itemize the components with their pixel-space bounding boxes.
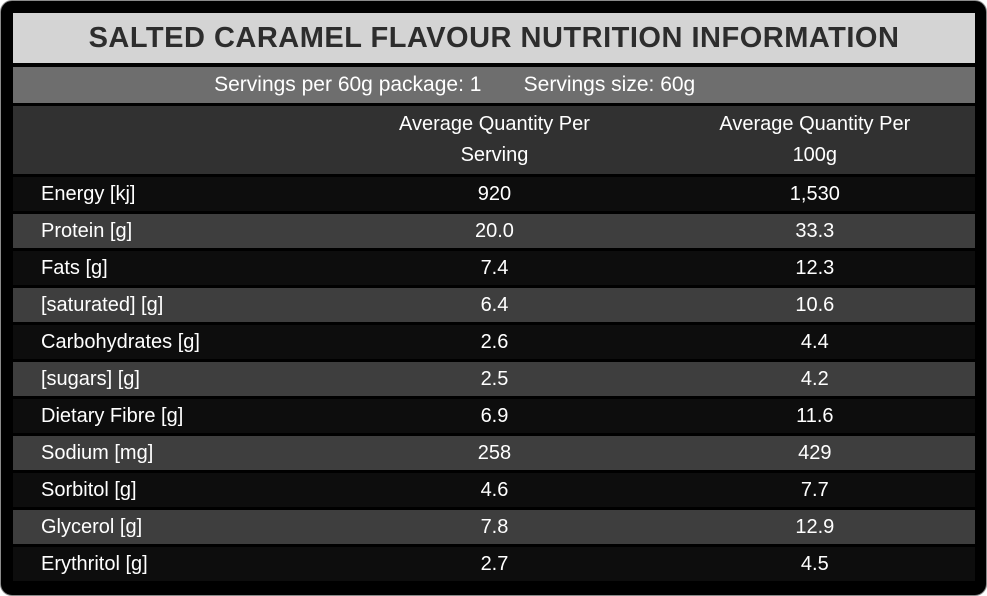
servings-per-package: Servings per 60g package: 1 (214, 73, 482, 96)
row-label: Sorbitol [g] (41, 478, 137, 501)
row-per-serving: 2.7 (480, 552, 509, 575)
header-per-100g-line2: 100g (792, 144, 838, 166)
row-per-100g: 429 (798, 441, 832, 464)
row-label: Dietary Fibre [g] (41, 404, 184, 427)
table-row: Carbohydrates [g] 2.6 4.4 (13, 325, 975, 359)
row-label: Glycerol [g] (41, 515, 143, 538)
header-per-serving: Average Quantity Per Serving (334, 106, 654, 174)
table-row: Energy [kj] 920 1,530 (13, 177, 975, 211)
row-per-serving: 20.0 (475, 219, 514, 242)
nutrition-panel-content: SALTED CARAMEL FLAVOUR NUTRITION INFORMA… (13, 13, 975, 584)
table-row: Dietary Fibre [g] 6.9 11.6 (13, 399, 975, 433)
table-row: Sodium [mg] 258 429 (13, 436, 975, 470)
row-per-100g: 4.4 (800, 330, 829, 353)
row-per-100g: 4.5 (800, 552, 829, 575)
row-per-100g: 33.3 (795, 219, 835, 242)
panel-title-band: SALTED CARAMEL FLAVOUR NUTRITION INFORMA… (13, 13, 975, 63)
table-row: Protein [g] 20.0 33.3 (13, 214, 975, 248)
row-label: [saturated] [g] (41, 293, 164, 316)
header-per-100g: Average Quantity Per 100g (655, 106, 975, 174)
row-per-serving: 2.5 (480, 367, 509, 390)
row-per-serving: 4.6 (480, 478, 509, 501)
table-row: [sugars] [g] 2.5 4.2 (13, 362, 975, 396)
row-label: Erythritol [g] (41, 552, 148, 575)
header-per-100g-line1: Average Quantity Per (719, 113, 911, 135)
row-per-serving: 6.4 (480, 293, 509, 316)
table-row: Glycerol [g] 7.8 12.9 (13, 510, 975, 544)
row-per-100g: 1,530 (789, 182, 840, 205)
row-per-100g: 12.9 (795, 515, 835, 538)
row-label: Fats [g] (41, 256, 108, 279)
row-per-serving: 2.6 (480, 330, 509, 353)
row-per-100g: 11.6 (796, 404, 834, 427)
table-row: Fats [g] 7.4 12.3 (13, 251, 975, 285)
row-label: Energy [kj] (41, 182, 136, 205)
table-row: [saturated] [g] 6.4 10.6 (13, 288, 975, 322)
row-label: [sugars] [g] (41, 367, 140, 390)
row-label: Sodium [mg] (41, 441, 154, 464)
header-spacer (13, 106, 334, 174)
row-per-serving: 7.4 (480, 256, 509, 279)
table-body: Energy [kj] 920 1,530 Protein [g] 20.0 3… (13, 177, 975, 581)
row-per-serving: 258 (477, 441, 512, 464)
servings-size: Servings size: 60g (523, 73, 696, 96)
table-row: Erythritol [g] 2.7 4.5 (13, 547, 975, 581)
row-per-100g: 7.7 (800, 478, 829, 501)
header-per-serving-line1: Average Quantity Per (399, 113, 590, 135)
row-per-100g: 12.3 (795, 256, 835, 279)
row-per-100g: 10.6 (795, 293, 835, 316)
row-per-serving: 6.9 (480, 404, 509, 427)
table-header: Average Quantity Per Serving Average Qua… (13, 106, 975, 174)
row-per-serving: 920 (477, 182, 512, 205)
row-per-serving: 7.8 (480, 515, 509, 538)
row-label: Carbohydrates [g] (41, 330, 200, 353)
row-label: Protein [g] (41, 219, 133, 242)
servings-band: Servings per 60g package: 1 Servings siz… (13, 67, 975, 103)
panel-title: SALTED CARAMEL FLAVOUR NUTRITION INFORMA… (88, 21, 900, 54)
table-row: Sorbitol [g] 4.6 7.7 (13, 473, 975, 507)
header-per-serving-line2: Serving (460, 144, 529, 166)
row-per-100g: 4.2 (800, 367, 829, 390)
